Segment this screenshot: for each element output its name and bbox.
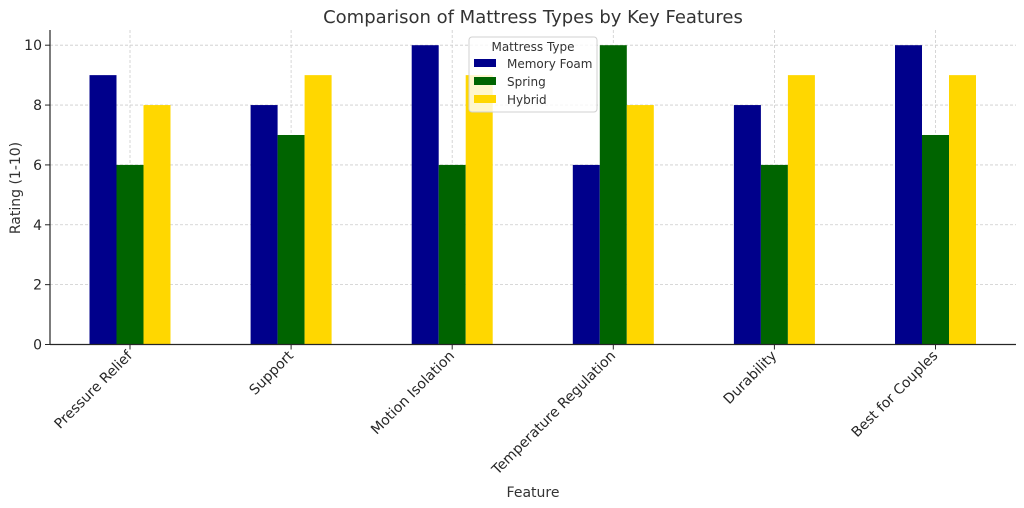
legend: Mattress Type Memory Foam Spring Hybrid: [468, 36, 598, 113]
axes: [49, 30, 1016, 346]
bars: [89, 45, 976, 345]
bar-hybrid: [465, 75, 493, 345]
bar-spring: [599, 45, 627, 345]
legend-swatch: [474, 59, 496, 67]
bar-hybrid: [787, 75, 815, 345]
bar-hybrid: [626, 105, 654, 345]
y-axis-label: Rating (1-10): [8, 142, 24, 234]
legend-box: [468, 36, 598, 113]
legend-label: Memory Foam: [507, 57, 592, 71]
legend-swatch: [474, 95, 496, 103]
bar-memory-foam: [895, 45, 922, 345]
bar-memory-foam: [572, 164, 600, 345]
y-axis-ticks: 0 2 4 6 8 10: [24, 38, 50, 354]
x-tick-label: Pressure Relief: [51, 347, 136, 432]
x-axis-ticks: Pressure Relief Support Motion Isolation Te…: [51, 344, 942, 479]
y-tick-label: 0: [33, 338, 42, 354]
legend-label: Spring: [507, 75, 546, 89]
x-tick-label: Support: [246, 348, 297, 399]
bar-memory-foam: [733, 105, 761, 345]
y-tick-label: 6: [33, 158, 42, 174]
legend-title: Mattress Type: [491, 40, 574, 54]
bar-spring: [116, 164, 144, 345]
x-tick-label: Best for Couples: [849, 348, 942, 441]
x-axis-label: Feature: [507, 485, 560, 501]
bar-spring: [922, 134, 949, 345]
x-tick-label: Temperature Regulation: [488, 348, 619, 479]
y-tick-label: 10: [24, 38, 42, 54]
y-tick-label: 4: [33, 218, 42, 234]
y-tick-label: 2: [33, 278, 42, 294]
bar-hybrid: [304, 75, 332, 345]
bar-memory-foam: [411, 45, 439, 345]
bar-spring: [438, 164, 466, 345]
chart-title: Comparison of Mattress Types by Key Feat…: [323, 7, 743, 28]
bar-spring: [277, 134, 305, 345]
legend-label: Hybrid: [507, 93, 547, 107]
bar-memory-foam: [89, 75, 117, 345]
x-tick-label: Motion Isolation: [368, 348, 458, 438]
bar-hybrid: [143, 105, 171, 345]
legend-swatch: [474, 77, 496, 85]
y-tick-label: 8: [33, 98, 42, 114]
x-tick-label: Durability: [721, 348, 781, 408]
bar-spring: [760, 164, 788, 345]
bar-memory-foam: [250, 105, 278, 345]
bar-hybrid: [949, 75, 976, 345]
